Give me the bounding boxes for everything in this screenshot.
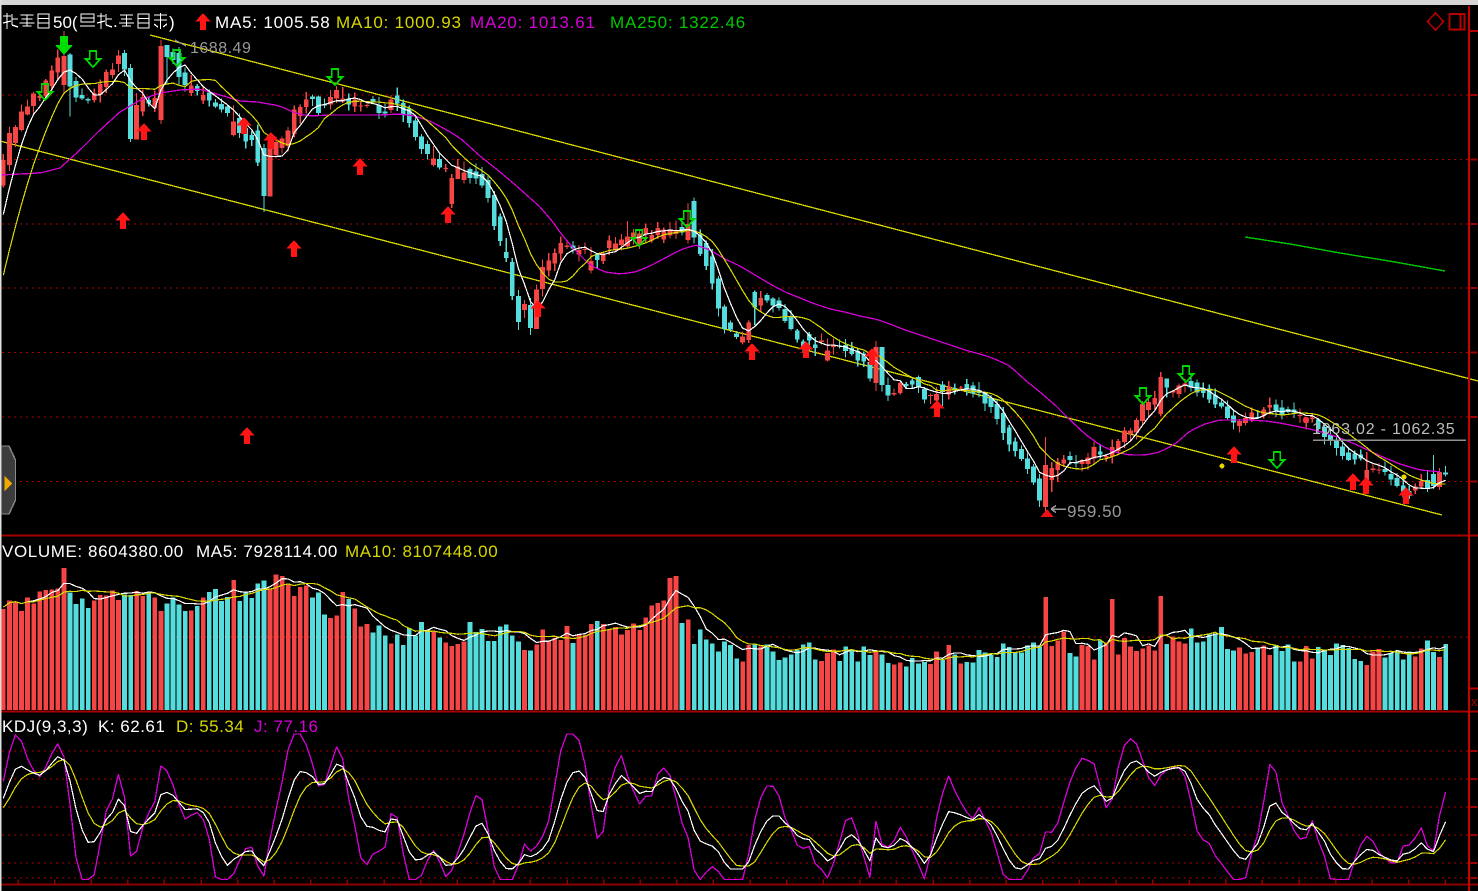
svg-text:50(: 50(	[53, 13, 78, 32]
svg-text:KDJ(9,3,3): KDJ(9,3,3)	[2, 717, 88, 736]
svg-text:MA5: 1005.58: MA5: 1005.58	[215, 13, 330, 32]
svg-text:MA10: 1000.93: MA10: 1000.93	[336, 13, 462, 32]
svg-text:J: 77.16: J: 77.16	[254, 717, 319, 736]
svg-text:): )	[169, 13, 175, 32]
svg-text:959.50: 959.50	[1067, 502, 1122, 521]
svg-text:MA5: 7928114.00: MA5: 7928114.00	[196, 542, 338, 561]
svg-text:MA250: 1322.46: MA250: 1322.46	[610, 13, 746, 32]
svg-text:1063.02 - 1062.35: 1063.02 - 1062.35	[1312, 421, 1456, 438]
svg-text:x: x	[1471, 694, 1478, 709]
svg-text:1688.49: 1688.49	[190, 40, 251, 57]
svg-text:MA10: 8107448.00: MA10: 8107448.00	[345, 542, 498, 561]
svg-text:.: .	[113, 12, 118, 31]
svg-text:VOLUME: 8604380.00: VOLUME: 8604380.00	[2, 542, 184, 561]
svg-text:K: 62.61: K: 62.61	[98, 717, 165, 736]
svg-text:MA20: 1013.61: MA20: 1013.61	[470, 13, 596, 32]
svg-text:D: 55.34: D: 55.34	[176, 717, 244, 736]
